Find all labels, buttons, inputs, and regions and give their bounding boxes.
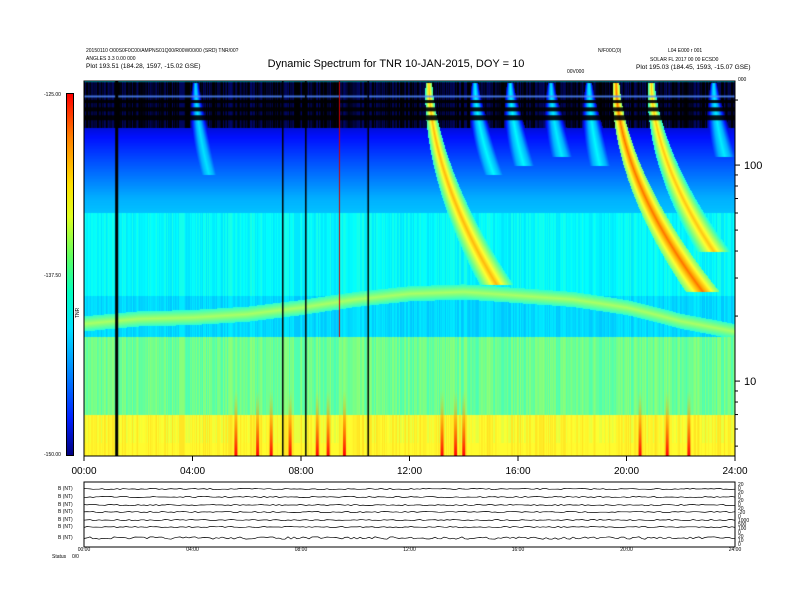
x-tick-label: 20:00 <box>614 466 639 477</box>
x-tick-label: 08:00 <box>288 466 313 477</box>
bottom-trace <box>83 511 736 513</box>
right-axis-label: 0 <box>738 494 741 500</box>
bottom-x-tick-label: 24:00 <box>729 547 742 553</box>
header-info-left-1: 20150110 O00S0F0C00/AMPNS01Q00/R00W00/00… <box>86 48 239 54</box>
bottom-trace <box>83 536 736 540</box>
y-tick-label: 100 <box>744 160 762 172</box>
x-tick-label: 12:00 <box>397 466 422 477</box>
colorbar-tick-mid: -137.50 <box>44 273 61 279</box>
header-info-left-3: Plot 193.51 (184.28, 1597, -15.02 GSE) <box>86 63 201 70</box>
bottom-x-tick-label: 08:00 <box>295 547 308 553</box>
colorbar-tick-top: -125.00 <box>44 92 61 98</box>
right-axis-label: 100 <box>738 526 747 532</box>
header-info-right-2: L04 E000 r 001 <box>668 48 703 54</box>
bottom-x-tick-label: 20:00 <box>620 547 633 553</box>
spectrogram-canvas <box>84 81 735 456</box>
channel-label: B (NT) <box>58 494 73 500</box>
bottom-x-tick-label: 12:00 <box>403 547 416 553</box>
x-tick-label: 00:00 <box>71 466 96 477</box>
right-axis-label: 0 <box>738 514 741 520</box>
channel-label: B (NT) <box>58 535 73 541</box>
bottom-trace <box>83 496 736 498</box>
bottom-trace <box>83 504 736 506</box>
right-axis-label: 0 <box>738 486 741 492</box>
status-label: Status <box>52 554 67 560</box>
right-axis-label: 0 <box>738 542 741 548</box>
y-tick-label: 10 <box>744 376 756 388</box>
right-axis-label: 20 <box>738 498 744 504</box>
header-info-right-1: N/F00C(0) <box>598 48 622 54</box>
right-axis-label: 20 <box>738 506 744 512</box>
right-axis-label: -20 <box>738 510 746 516</box>
right-axis-label: 10 <box>738 538 744 544</box>
bottom-x-tick-label: 04:00 <box>186 547 199 553</box>
channel-label: B (NT) <box>58 486 73 492</box>
x-tick-label: 24:00 <box>722 466 747 477</box>
status-value: 0/0 <box>72 554 79 560</box>
colorbar <box>66 93 74 456</box>
header-corner-small: 000 <box>738 77 747 83</box>
right-axis-label: 1000 <box>738 518 750 524</box>
x-tick-label: 04:00 <box>180 466 205 477</box>
right-axis-label: 0 <box>738 502 741 508</box>
right-axis-label: 20 <box>738 534 744 540</box>
channel-label: B (NT) <box>58 502 73 508</box>
channel-label: B (NT) <box>58 509 73 515</box>
bottom-x-tick-label: 00:00 <box>78 547 91 553</box>
right-axis-label: 0 <box>738 530 741 536</box>
bottom-trace <box>83 488 736 490</box>
header-center-small: 00V000 <box>567 69 585 75</box>
chart-title: Dynamic Spectrum for TNR 10-JAN-2015, DO… <box>267 58 525 70</box>
bottom-trace <box>83 526 736 528</box>
right-axis-label: 20 <box>738 490 744 496</box>
bottom-trace <box>83 519 736 521</box>
right-axis-label: 500 <box>738 522 747 528</box>
colorbar-tick-bottom: -150.00 <box>44 452 61 458</box>
header-info-right-3: SOLAR FL 2017 00 00 ECSD0 <box>650 57 719 63</box>
header-info-left-2: ANGLES 3.3 0.00 000 <box>86 56 136 62</box>
channel-label: B (NT) <box>58 517 73 523</box>
x-tick-label: 16:00 <box>505 466 530 477</box>
bottom-x-tick-label: 16:00 <box>512 547 525 553</box>
channel-label: B (NT) <box>58 524 73 530</box>
header-info-right-4: Plot 195.03 (184.45, 1593, -15.07 GSE) <box>636 64 751 71</box>
right-axis-label: 20 <box>738 482 744 488</box>
bottom-panel-frame <box>83 481 736 548</box>
